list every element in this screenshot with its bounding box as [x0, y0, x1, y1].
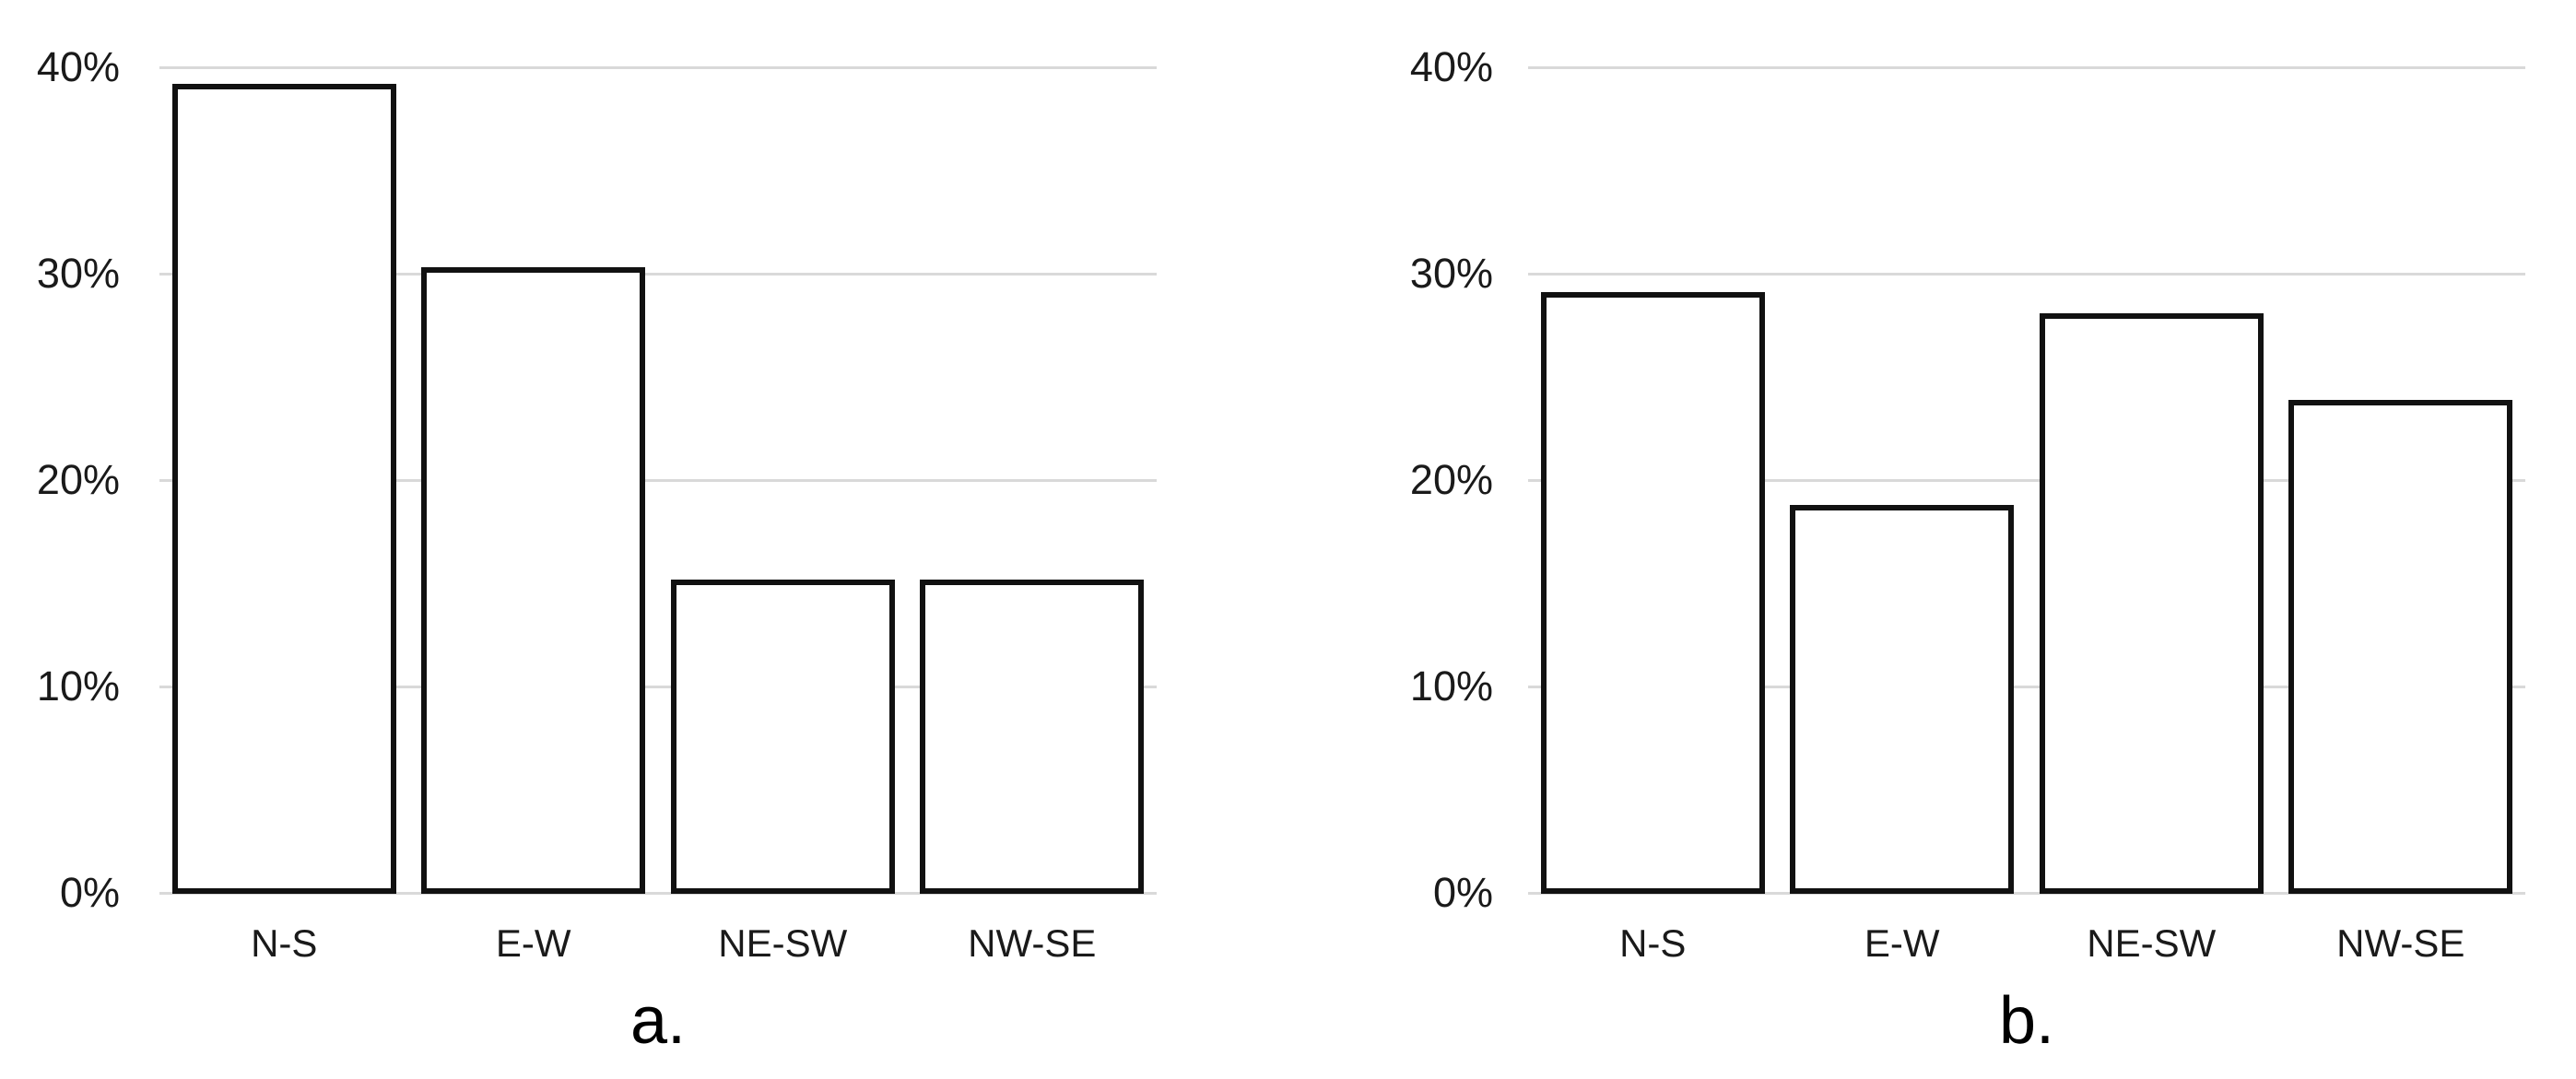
gridline-10: [1528, 685, 2525, 688]
gridline-20: [1528, 478, 2525, 482]
gridline-0: [159, 891, 1157, 895]
x-tick-label-n-s: N-S: [251, 921, 318, 965]
x-tick-label-ne-sw: NE-SW: [718, 921, 848, 965]
y-tick-label-10: 10%: [36, 663, 120, 710]
y-tick-label-20: 20%: [36, 456, 120, 503]
x-tick-label-nw-se: NW-SE: [2336, 921, 2465, 965]
bar-n-s: [171, 83, 396, 895]
gridline-40: [1528, 65, 2525, 69]
y-tick-label-20: 20%: [1409, 456, 1493, 503]
y-tick-label-10: 10%: [1409, 663, 1493, 710]
bar-nw-se: [2288, 399, 2513, 895]
x-tick-label-e-w: E-W: [495, 921, 571, 965]
gridline-0: [1528, 891, 2525, 895]
bar-e-w: [1790, 504, 2015, 895]
chart-a-caption: a.: [629, 984, 687, 1058]
gridline-20: [159, 478, 1157, 482]
y-tick-label-40: 40%: [1409, 43, 1493, 90]
gridline-30: [1528, 272, 2525, 276]
bar-n-s: [1540, 292, 1765, 895]
bar-nw-se: [920, 579, 1145, 895]
gridline-40: [159, 65, 1157, 69]
gridline-10: [159, 685, 1157, 688]
y-tick-label-40: 40%: [36, 43, 120, 90]
chart-b-plot-area: [1528, 65, 2525, 895]
x-tick-label-nw-se: NW-SE: [968, 921, 1097, 965]
x-tick-label-e-w: E-W: [1864, 921, 1940, 965]
x-tick-label-n-s: N-S: [1619, 921, 1687, 965]
y-tick-label-0: 0%: [1432, 869, 1493, 916]
chart-a-plot-area: [159, 65, 1157, 895]
y-tick-label-30: 30%: [1409, 250, 1493, 297]
bar-e-w: [421, 267, 646, 895]
bar-ne-sw: [670, 579, 895, 895]
gridline-30: [159, 272, 1157, 276]
y-tick-label-30: 30%: [36, 250, 120, 297]
y-tick-label-0: 0%: [59, 869, 120, 916]
x-tick-label-ne-sw: NE-SW: [2087, 921, 2217, 965]
bar-ne-sw: [2039, 312, 2264, 895]
chart-b-caption: b.: [1998, 984, 2055, 1058]
